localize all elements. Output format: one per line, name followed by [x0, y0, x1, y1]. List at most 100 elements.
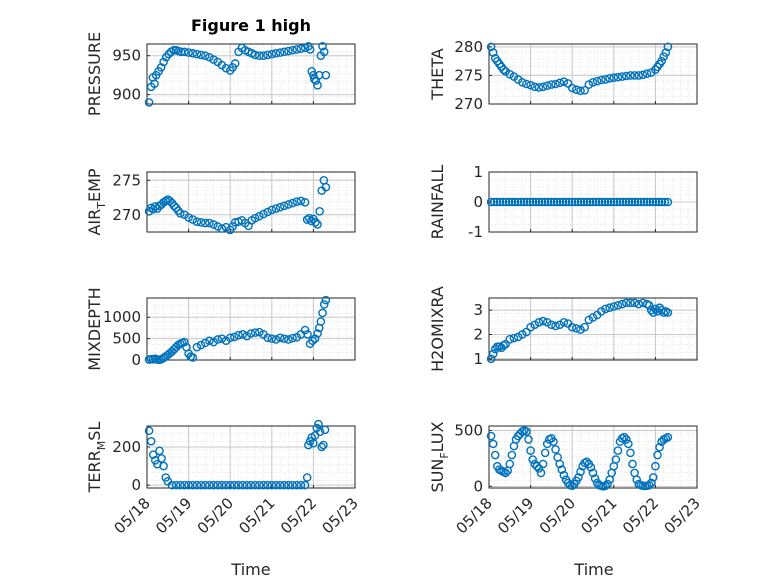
data-point — [246, 480, 256, 490]
data-point — [660, 197, 670, 207]
data-point — [320, 425, 330, 435]
data-point — [490, 450, 500, 460]
data-point — [632, 475, 641, 484]
data-point — [315, 427, 325, 437]
data-point — [292, 197, 302, 206]
data-point — [169, 201, 179, 211]
data-point — [630, 197, 640, 207]
data-point — [292, 480, 302, 490]
data-point — [624, 197, 634, 207]
data-point — [609, 302, 619, 311]
data-point — [507, 450, 517, 460]
data-point — [573, 197, 583, 207]
data-point — [319, 300, 329, 309]
data-point — [263, 50, 272, 60]
data-point — [601, 304, 610, 314]
data-point — [516, 197, 526, 207]
x-tick-label: 05/20 — [194, 494, 237, 537]
data-point — [615, 197, 625, 207]
data-point — [505, 335, 515, 344]
data-point — [574, 473, 583, 482]
data-point — [308, 336, 317, 346]
data-point — [259, 480, 268, 490]
data-point — [196, 340, 206, 350]
data-point — [238, 330, 247, 339]
data-point — [288, 45, 297, 55]
data-point — [543, 197, 553, 207]
data-point — [192, 480, 202, 490]
data-point — [159, 57, 168, 67]
data-point — [570, 197, 580, 207]
data-point — [561, 197, 571, 207]
data-point — [267, 205, 277, 215]
data-point — [213, 335, 223, 344]
data-point — [513, 332, 523, 342]
data-point — [651, 304, 660, 314]
data-point — [555, 320, 565, 330]
data-point — [594, 197, 604, 207]
x-tick-label: 05/23 — [319, 494, 362, 537]
data-point — [284, 46, 293, 56]
x-tick-label: 05/22 — [619, 494, 662, 537]
y-tick-label: 0 — [473, 477, 483, 495]
y-axis-label: AIRTEMP — [85, 168, 108, 235]
axes-box — [488, 425, 698, 489]
x-tick-label: 05/22 — [277, 494, 320, 537]
data-point — [490, 344, 500, 354]
data-point — [649, 473, 658, 482]
data-point — [205, 52, 214, 62]
data-point — [321, 70, 331, 80]
data-point — [534, 197, 544, 207]
y-axis-label-subscript: F — [438, 452, 451, 458]
data-point — [517, 330, 527, 339]
y-axis-label-main: TERR — [85, 450, 104, 493]
data-point — [313, 329, 322, 338]
data-point — [146, 436, 156, 446]
data-point — [588, 313, 598, 322]
y-axis-label: TERRMSL — [85, 422, 108, 494]
data-point — [576, 325, 585, 334]
data-point — [590, 474, 600, 483]
data-point — [567, 481, 577, 491]
data-point — [626, 71, 635, 80]
data-point — [259, 51, 268, 60]
data-point — [165, 196, 175, 206]
data-point — [603, 479, 612, 489]
axes-box — [146, 171, 356, 233]
data-point — [657, 197, 667, 207]
x-tick-label: 05/19 — [494, 494, 537, 537]
x-tick-label: 05/18 — [111, 494, 154, 537]
data-point — [612, 197, 622, 207]
data-point — [488, 349, 498, 359]
data-point — [486, 42, 496, 52]
data-point — [150, 79, 159, 89]
data-point — [250, 480, 260, 490]
data-point — [597, 75, 606, 85]
data-point — [184, 480, 193, 490]
x-tick-label: 05/19 — [152, 494, 195, 537]
y-axis-label: RAINFALL — [428, 165, 447, 240]
data-point — [159, 461, 168, 471]
data-point — [644, 480, 654, 490]
data-point — [549, 437, 558, 446]
y-axis-label: H2OMIXRA — [428, 286, 447, 372]
data-point — [180, 480, 189, 490]
data-point — [572, 85, 581, 95]
data-point — [263, 207, 272, 217]
data-point — [542, 81, 552, 91]
data-point — [646, 478, 656, 488]
y-tick-label: 0 — [473, 193, 483, 211]
y-tick-label: 0 — [131, 351, 141, 369]
data-point — [526, 446, 535, 455]
data-point — [200, 480, 210, 490]
data-point — [213, 480, 223, 490]
data-point — [586, 463, 596, 472]
data-point — [605, 73, 614, 83]
y-tick-label: 200 — [112, 438, 141, 456]
data-point — [196, 480, 206, 490]
data-point — [576, 86, 585, 96]
data-point — [171, 480, 181, 490]
data-point — [628, 459, 637, 469]
data-point — [538, 316, 548, 326]
